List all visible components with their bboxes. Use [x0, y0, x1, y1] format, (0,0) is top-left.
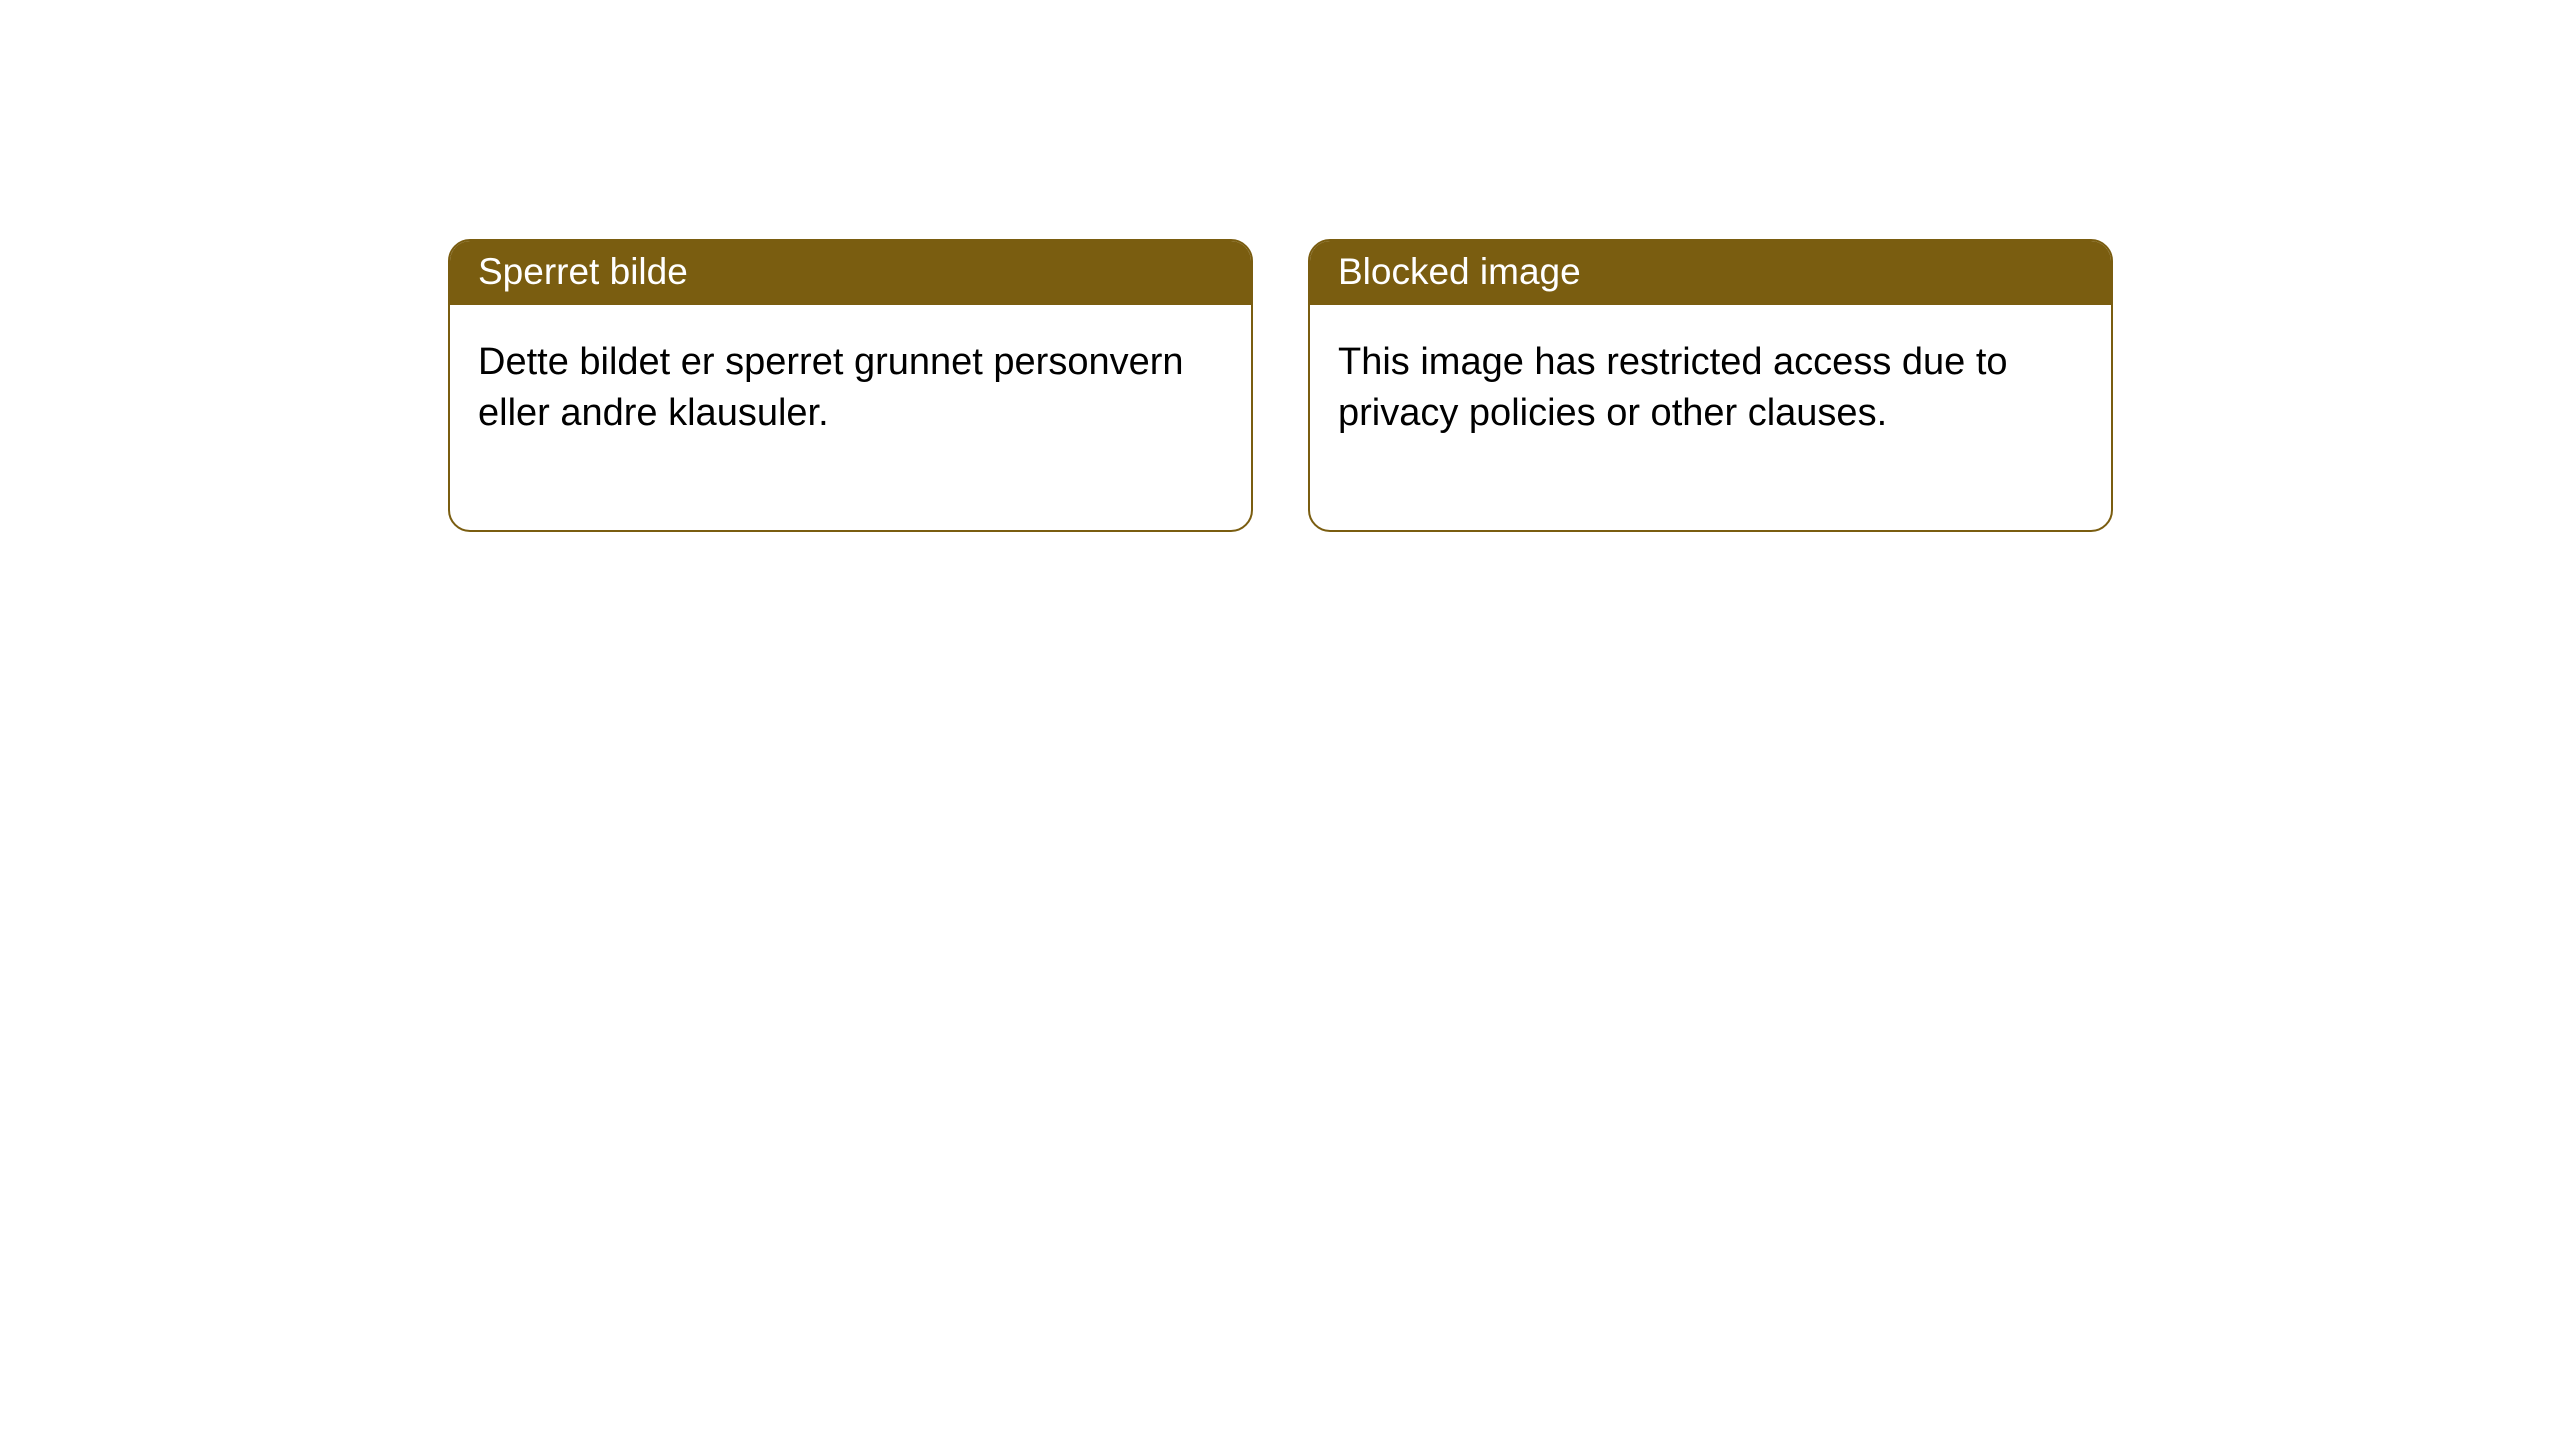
notices-container: Sperret bilde Dette bildet er sperret gr…	[448, 239, 2113, 532]
notice-message: This image has restricted access due to …	[1338, 341, 2008, 434]
notice-title: Blocked image	[1338, 251, 1581, 292]
notice-body: Dette bildet er sperret grunnet personve…	[450, 305, 1251, 530]
notice-header: Sperret bilde	[450, 241, 1251, 305]
notice-message: Dette bildet er sperret grunnet personve…	[478, 341, 1184, 434]
notice-box-norwegian: Sperret bilde Dette bildet er sperret gr…	[448, 239, 1253, 532]
notice-box-english: Blocked image This image has restricted …	[1308, 239, 2113, 532]
notice-title: Sperret bilde	[478, 251, 688, 292]
notice-body: This image has restricted access due to …	[1310, 305, 2111, 530]
notice-header: Blocked image	[1310, 241, 2111, 305]
